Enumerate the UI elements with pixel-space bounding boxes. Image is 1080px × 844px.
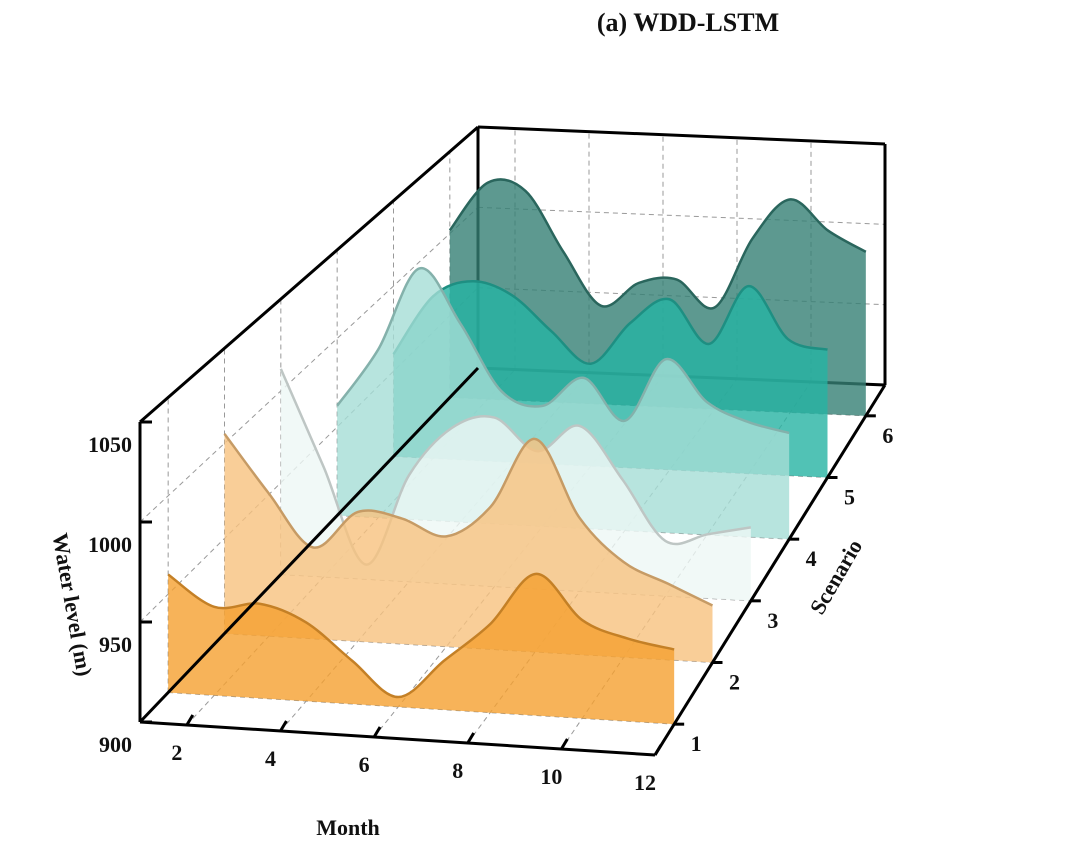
x-tick-label: 6	[359, 752, 370, 777]
axis-edge	[138, 366, 480, 724]
ridge-line	[392, 280, 828, 365]
axis-edge	[139, 125, 479, 424]
y-tick-label: 950	[99, 632, 132, 657]
y-tick-label: 1050	[88, 432, 132, 457]
x-tick-label: 12	[634, 770, 656, 795]
z-tick-label: 6	[882, 423, 893, 448]
grid-line	[139, 206, 479, 523]
x-tick-label: 4	[265, 746, 276, 771]
z-tick-label: 1	[691, 731, 702, 756]
x-tick-label: 10	[540, 764, 562, 789]
ridge-line	[167, 572, 675, 699]
x-axis-label: Month	[316, 815, 380, 840]
x-tick-label: 2	[171, 740, 182, 765]
x-tick	[560, 738, 569, 750]
z-tick-label: 4	[806, 546, 817, 571]
x-tick-label: 8	[452, 758, 463, 783]
axis-edge	[477, 125, 886, 146]
y-tick-label: 1000	[88, 532, 132, 557]
x-tick	[653, 744, 663, 756]
ridge-line	[336, 267, 790, 435]
z-tick-label: 5	[844, 485, 855, 510]
x-tick	[279, 720, 288, 732]
z-tick-label: 2	[729, 670, 740, 695]
z-tick-label: 3	[767, 608, 778, 633]
axis-edge	[653, 384, 887, 756]
x-tick	[466, 732, 476, 744]
chart-title: (a) WDD-LSTM	[597, 8, 779, 37]
ridge-area	[224, 433, 713, 663]
axis-edge	[139, 720, 656, 757]
x-tick	[185, 714, 195, 726]
x-tick	[372, 726, 382, 738]
ridge-line	[223, 433, 714, 607]
ridge-area	[168, 573, 675, 725]
grid-line	[477, 206, 886, 225]
ridge-line	[448, 178, 867, 310]
y-tick-label: 900	[99, 732, 132, 757]
